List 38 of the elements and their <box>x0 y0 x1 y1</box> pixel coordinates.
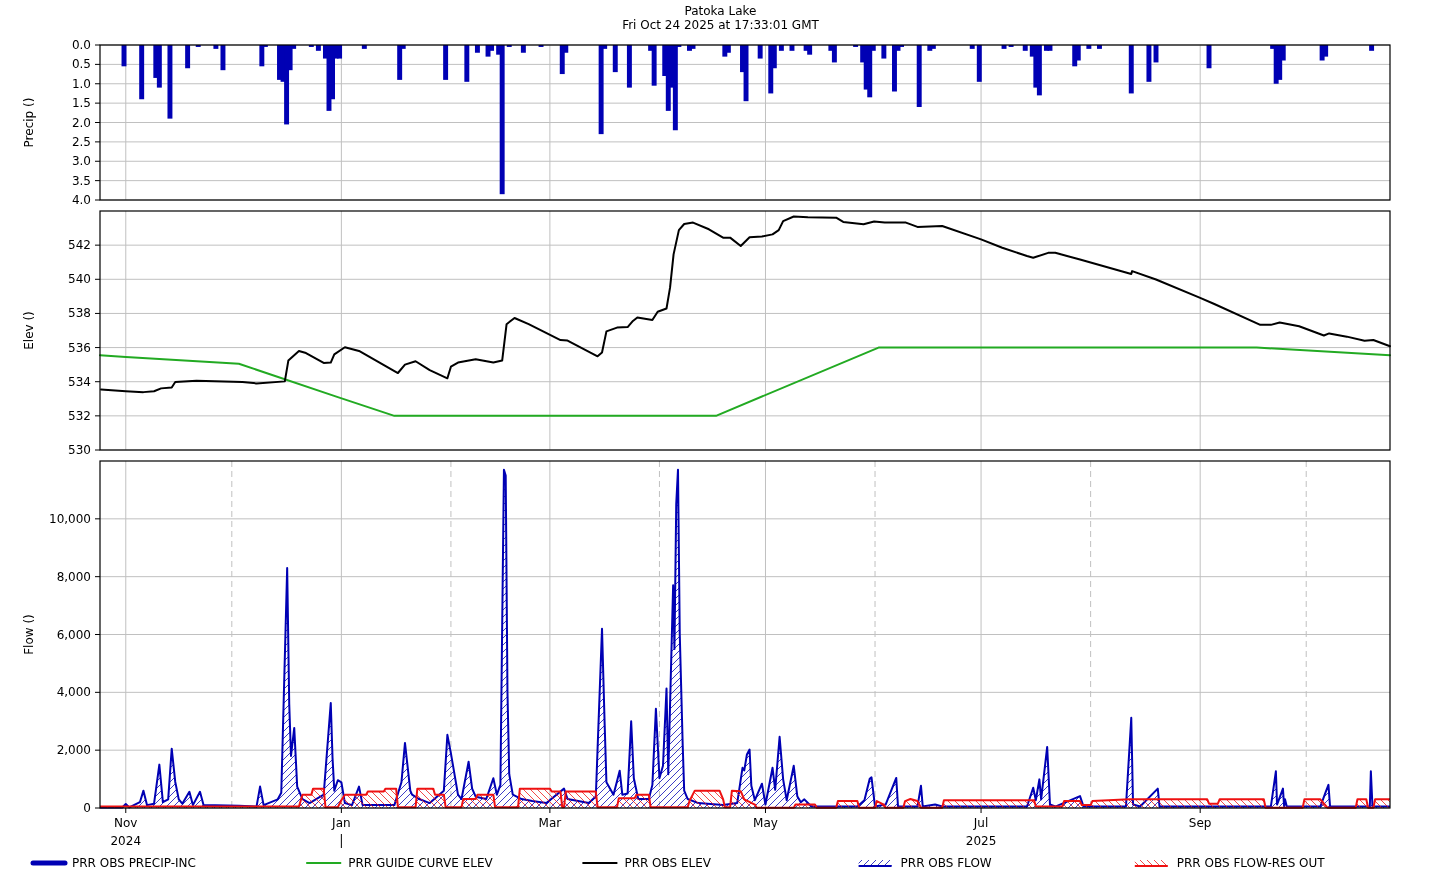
y-tick-label: 540 <box>68 272 91 287</box>
legend-label: PRR OBS ELEV <box>624 856 712 870</box>
x-tick-label: Sep <box>1188 816 1212 830</box>
y-tick-label: 0 <box>83 801 91 815</box>
legend-label: PRR OBS FLOW <box>900 856 992 870</box>
y-tick-label: 530 <box>68 443 91 457</box>
y-tick-label: 0.5 <box>71 57 91 72</box>
x-tick-label: Jan <box>331 816 351 830</box>
legend-label: PRR GUIDE CURVE ELEV <box>348 856 494 870</box>
y-tick-label: 10,000 <box>49 511 91 526</box>
y-tick-label: 3.0 <box>71 154 91 169</box>
x-tick-label: Jul 2025 <box>965 816 997 848</box>
chart-subtitle: Fri Oct 24 2025 at 17:33:01 GMT <box>622 18 820 32</box>
legend-label: PRR OBS PRECIP-INC <box>72 856 196 870</box>
y-axis-title: Precip () <box>22 97 36 148</box>
y-tick-label: 2,000 <box>56 743 91 758</box>
y-tick-label: 0.0 <box>71 38 91 52</box>
x-tick-label: Mar <box>538 816 562 830</box>
y-tick-label: 8,000 <box>56 569 91 584</box>
y-axis-title: Elev () <box>22 311 36 350</box>
y-tick-label: 4,000 <box>56 685 91 700</box>
y-tick-label: 536 <box>68 340 91 355</box>
y-tick-label: 6,000 <box>56 627 91 642</box>
chart-title: Patoka Lake <box>684 4 757 18</box>
y-tick-label: 2.0 <box>71 115 91 130</box>
y-tick-label: 2.5 <box>71 134 91 149</box>
y-tick-label: 542 <box>68 238 91 253</box>
y-tick-label: 3.5 <box>71 173 91 188</box>
legend-label: PRR OBS FLOW-RES OUT <box>1176 856 1326 870</box>
x-tick-label: May <box>753 816 778 830</box>
y-tick-label: 532 <box>68 408 91 423</box>
y-tick-label: 1.5 <box>71 96 91 111</box>
y-tick-label: 538 <box>68 306 91 321</box>
y-tick-label: 4.0 <box>71 193 91 207</box>
y-tick-label: 534 <box>68 374 91 389</box>
x-tick-label: Nov 2024 <box>110 816 142 848</box>
y-axis-title: Flow () <box>22 614 36 655</box>
y-tick-label: 1.0 <box>71 76 91 91</box>
